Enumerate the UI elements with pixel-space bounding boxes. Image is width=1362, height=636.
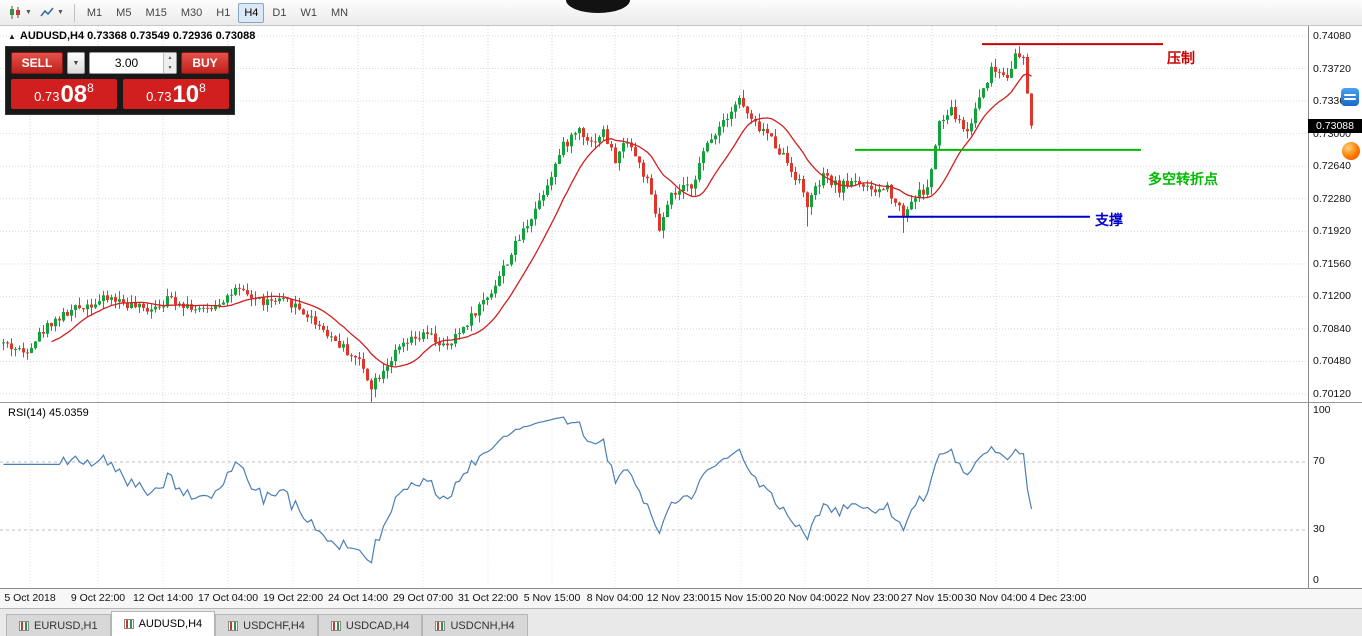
top-toolbar: ▼ ▼ M1 M5 M15 M30 H1 H4 D1 W1 MN: [0, 0, 1362, 26]
date-axis-label: 9 Oct 22:00: [70, 592, 126, 604]
line-chart-button[interactable]: ▼: [36, 2, 68, 24]
date-axis-label: 5 Nov 15:00: [523, 592, 581, 604]
price-axis-label: 0.74080: [1313, 30, 1351, 42]
price-axis-separator: [1308, 26, 1309, 588]
timeframe-button-M15[interactable]: M15: [145, 6, 167, 19]
timeframe-button-M1[interactable]: M1: [86, 6, 103, 19]
tab-USDCHF-H4[interactable]: USDCHF,H4: [215, 614, 318, 636]
annotation-label[interactable]: 支撑: [1095, 212, 1123, 228]
tab-label: AUDUSD,H4: [138, 618, 203, 630]
lot-spinner[interactable]: ▲ ▼: [163, 53, 176, 73]
price-axis-label: 0.72280: [1313, 192, 1351, 205]
rsi-level-label: 30: [1313, 523, 1325, 535]
price-chart-svg: [0, 26, 1307, 402]
annotation-label[interactable]: 多空转折点: [1148, 171, 1218, 187]
timeframe-group: M1 M5 M15 M30 H1 H4 D1 W1 MN: [81, 2, 354, 23]
spinner-up-icon[interactable]: ▲: [164, 53, 176, 63]
candlestick-chart-icon: [10, 6, 20, 19]
ask-prefix: 0.73: [146, 89, 172, 104]
price-axis-label: 0.70840: [1313, 322, 1351, 335]
floating-browser-icon[interactable]: [1342, 142, 1360, 160]
date-axis-label: 19 Oct 22:00: [262, 592, 324, 604]
timeframe-button-D1[interactable]: D1: [272, 6, 287, 19]
tab-label: USDCHF,H4: [243, 619, 305, 632]
tab-label: EURUSD,H1: [34, 619, 98, 632]
date-axis-label: 12 Nov 23:00: [646, 592, 710, 604]
spinner-down-icon[interactable]: ▼: [164, 63, 176, 73]
tab-USDCAD-H4[interactable]: USDCAD,H4: [317, 614, 423, 636]
camera-notch: [566, 0, 630, 13]
chart-tab-icon: [123, 619, 134, 629]
chart-type-button[interactable]: ▼: [4, 2, 36, 24]
tab-label: USDCAD,H4: [345, 619, 410, 632]
date-axis-label: 8 Nov 04:00: [586, 592, 644, 604]
date-axis-label: 27 Nov 15:00: [900, 592, 964, 604]
chart-tab-icon: [330, 620, 341, 631]
bid-pipette: 8: [87, 81, 94, 95]
rsi-panel[interactable]: RSI(14) 45.0359: [0, 402, 1362, 589]
date-axis-label: 5 Oct 2018: [4, 592, 56, 604]
annotation-label[interactable]: 压制: [1167, 50, 1195, 66]
symbol-ohlc-text: AUDUSD,H4 0.73368 0.73549 0.72936 0.7308…: [19, 30, 256, 42]
bid-prefix: 0.73: [34, 89, 60, 104]
date-axis-label: 24 Oct 14:00: [327, 592, 389, 604]
date-axis-label: 22 Nov 23:00: [836, 592, 900, 604]
time-axis[interactable]: 5 Oct 2018 9 Oct 22:00 12 Oct 14:00 17 Oct …: [0, 588, 1362, 608]
price-axis-label: 0.70120: [1313, 388, 1351, 400]
lot-size-value: 3.00: [114, 56, 139, 70]
timeframe-button-MN[interactable]: MN: [330, 6, 349, 19]
ask-pipette: 8: [199, 81, 206, 95]
chevron-down-icon: ▼: [25, 9, 32, 16]
ask-big-digits: 10: [172, 81, 200, 108]
order-type-dropdown[interactable]: ▼: [67, 52, 85, 74]
rsi-svg: [0, 403, 1307, 589]
timeframe-button-M5[interactable]: M5: [116, 6, 132, 19]
timeframe-button-H1[interactable]: H1: [216, 6, 231, 19]
price-axis-label: 0.70480: [1313, 355, 1351, 368]
chevron-down-icon: ▼: [56, 9, 64, 16]
timeframe-button-H4[interactable]: H4: [238, 2, 265, 23]
date-axis-label: 17 Oct 04:00: [197, 592, 259, 604]
date-axis-label: 15 Nov 15:00: [709, 592, 773, 604]
bid-price-display[interactable]: 0.73 08 8: [11, 79, 117, 109]
tab-USDCNH-H4[interactable]: USDCNH,H4: [422, 614, 528, 636]
date-axis-label: 29 Oct 07:00: [392, 592, 454, 604]
current-price-tag: 0.73088: [1308, 118, 1362, 133]
floating-messenger-icon[interactable]: [1341, 88, 1359, 106]
price-axis-label: 0.72640: [1313, 160, 1351, 173]
sell-button[interactable]: SELL: [11, 52, 63, 74]
date-axis-label: 30 Nov 04:00: [964, 592, 1028, 604]
date-axis-label: 12 Oct 14:00: [132, 592, 194, 604]
rsi-level-label: 70: [1313, 455, 1325, 467]
chart-tab-bar: EURUSD,H1 AUDUSD,H4 USDCHF,H4 USDCAD,H4 USDC…: [0, 608, 1362, 636]
one-click-trade-panel: SELL ▼ 3.00 ▲ ▼ BUY 0.73 08 8 0.73 10 8: [5, 46, 235, 115]
chart-tab-icon: [228, 620, 239, 631]
date-axis-label: 31 Oct 22:00: [457, 592, 519, 604]
rsi-indicator-label: RSI(14) 45.0359: [8, 407, 89, 419]
quote-header: ▲ AUDUSD,H4 0.73368 0.73549 0.72936 0.73…: [8, 30, 255, 42]
date-axis-label: 4 Dec 23:00: [1029, 592, 1087, 604]
lot-size-input[interactable]: 3.00 ▲ ▼: [89, 52, 177, 74]
price-chart-panel[interactable]: ▲ AUDUSD,H4 0.73368 0.73549 0.72936 0.73…: [0, 26, 1362, 402]
tab-label: USDCNH,H4: [450, 619, 515, 632]
bid-big-digits: 08: [60, 81, 88, 108]
date-axis-label: 20 Nov 04:00: [773, 592, 837, 604]
rsi-level-label: 0: [1313, 574, 1319, 586]
toolbar-separator: [73, 3, 75, 22]
price-axis-label: 0.71200: [1313, 290, 1351, 303]
chart-tab-icon: [19, 620, 29, 631]
price-axis-label: 0.71560: [1313, 257, 1351, 270]
price-axis-label: 0.73720: [1313, 62, 1351, 75]
price-axis-label: 0.71920: [1313, 225, 1351, 238]
chart-tab-icon: [435, 620, 446, 631]
timeframe-button-W1[interactable]: W1: [300, 6, 317, 19]
rsi-level-label: 100: [1313, 404, 1331, 416]
tab-EURUSD-H1[interactable]: EURUSD,H1: [6, 614, 111, 636]
timeframe-button-M30[interactable]: M30: [180, 6, 203, 19]
tab-AUDUSD-H4[interactable]: AUDUSD,H4: [110, 611, 216, 636]
buy-button[interactable]: BUY: [181, 52, 229, 74]
ask-price-display[interactable]: 0.73 10 8: [123, 79, 229, 109]
line-chart-icon: [40, 7, 54, 17]
symbol-marker-icon: ▲: [8, 31, 16, 41]
